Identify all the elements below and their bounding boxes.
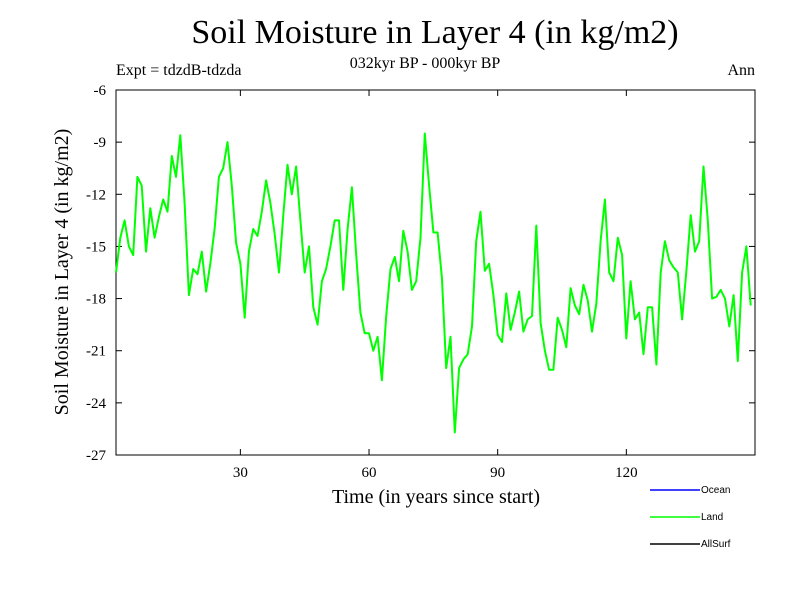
- plot-area-frame: [115, 89, 756, 456]
- season-label: Ann: [727, 62, 755, 79]
- x-axis-title: Time (in years since start): [332, 486, 540, 508]
- x-tick-label: 30: [233, 465, 248, 481]
- y-tick-label: -15: [86, 239, 106, 255]
- y-tick-label: -24: [86, 396, 106, 412]
- y-axis-title: Soil Moisture in Layer 4 (in kg/m2): [51, 129, 73, 416]
- y-tick-label: -9: [94, 135, 107, 151]
- legend-label: Ocean: [701, 485, 730, 496]
- legend-label: AllSurf: [701, 539, 731, 550]
- legend-label: Land: [701, 512, 723, 523]
- chart-title: Soil Moisture in Layer 4 (in kg/m2): [191, 14, 679, 51]
- y-tick-label: -18: [86, 292, 106, 308]
- experiment-label: Expt = tdzdB-tdzda: [116, 62, 242, 79]
- y-tick-label: -12: [86, 187, 106, 203]
- chart-subtitle: 032kyr BP - 000kyr BP: [349, 55, 501, 72]
- x-tick-label: 90: [490, 465, 505, 481]
- x-tick-label: 60: [362, 465, 377, 481]
- y-tick-label: -27: [86, 448, 106, 464]
- y-tick-label: -6: [94, 83, 107, 99]
- x-tick-label: 120: [615, 465, 638, 481]
- y-tick-label: -21: [86, 344, 106, 360]
- series-line-land: [115, 132, 752, 434]
